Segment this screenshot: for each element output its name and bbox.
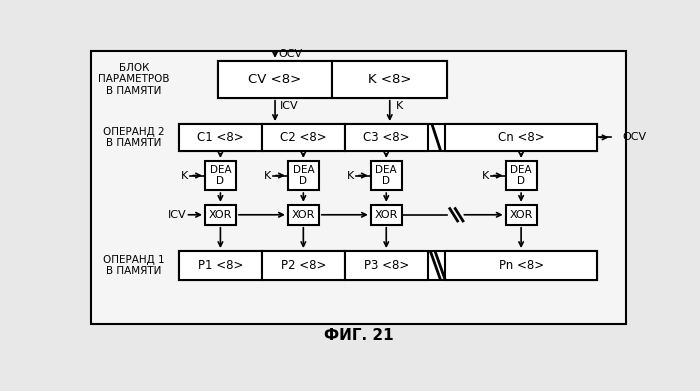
Text: XOR: XOR: [510, 210, 533, 220]
Bar: [218, 61, 332, 98]
Text: ФИГ. 21: ФИГ. 21: [324, 328, 393, 343]
Text: OCV: OCV: [622, 133, 646, 142]
Bar: [444, 251, 598, 280]
Text: K <8>: K <8>: [368, 73, 412, 86]
Text: ICV: ICV: [280, 101, 298, 111]
Text: P2 <8>: P2 <8>: [281, 259, 326, 272]
Text: P1 <8>: P1 <8>: [197, 259, 243, 272]
Text: K: K: [482, 170, 489, 181]
Bar: [505, 161, 537, 190]
Text: DEA
D: DEA D: [293, 165, 314, 186]
Bar: [444, 124, 598, 151]
Text: Cn <8>: Cn <8>: [498, 131, 545, 144]
Text: XOR: XOR: [374, 210, 398, 220]
Bar: [179, 124, 598, 151]
Bar: [179, 251, 598, 280]
Bar: [218, 61, 447, 98]
Text: OCV: OCV: [279, 49, 302, 59]
Text: K: K: [181, 170, 188, 181]
Bar: [205, 205, 236, 225]
Bar: [262, 251, 345, 280]
Bar: [205, 161, 236, 190]
Bar: [371, 205, 402, 225]
Text: K: K: [347, 170, 354, 181]
Text: ОПЕРАНД 1
В ПАМЯТИ: ОПЕРАНД 1 В ПАМЯТИ: [103, 255, 164, 276]
Bar: [288, 161, 318, 190]
Bar: [345, 251, 428, 280]
Bar: [332, 61, 447, 98]
Text: C2 <8>: C2 <8>: [280, 131, 327, 144]
Text: Pn <8>: Pn <8>: [498, 259, 544, 272]
Bar: [179, 124, 262, 151]
Text: DEA
D: DEA D: [375, 165, 397, 186]
Text: ICV: ICV: [168, 210, 186, 220]
Text: P3 <8>: P3 <8>: [363, 259, 409, 272]
Bar: [262, 124, 345, 151]
Text: C3 <8>: C3 <8>: [363, 131, 410, 144]
Text: C1 <8>: C1 <8>: [197, 131, 244, 144]
Text: DEA
D: DEA D: [510, 165, 532, 186]
Bar: [179, 251, 262, 280]
Bar: [345, 124, 428, 151]
Text: XOR: XOR: [209, 210, 232, 220]
Text: K: K: [264, 170, 272, 181]
Bar: [505, 205, 537, 225]
Text: DEA
D: DEA D: [209, 165, 231, 186]
Text: XOR: XOR: [292, 210, 315, 220]
Bar: [288, 205, 318, 225]
Bar: [371, 161, 402, 190]
Text: K: K: [395, 101, 402, 111]
Text: CV <8>: CV <8>: [248, 73, 302, 86]
Text: ОПЕРАНД 2
В ПАМЯТИ: ОПЕРАНД 2 В ПАМЯТИ: [103, 127, 164, 148]
Text: БЛОК
ПАРАМЕТРОВ
В ПАМЯТИ: БЛОК ПАРАМЕТРОВ В ПАМЯТИ: [98, 63, 169, 96]
